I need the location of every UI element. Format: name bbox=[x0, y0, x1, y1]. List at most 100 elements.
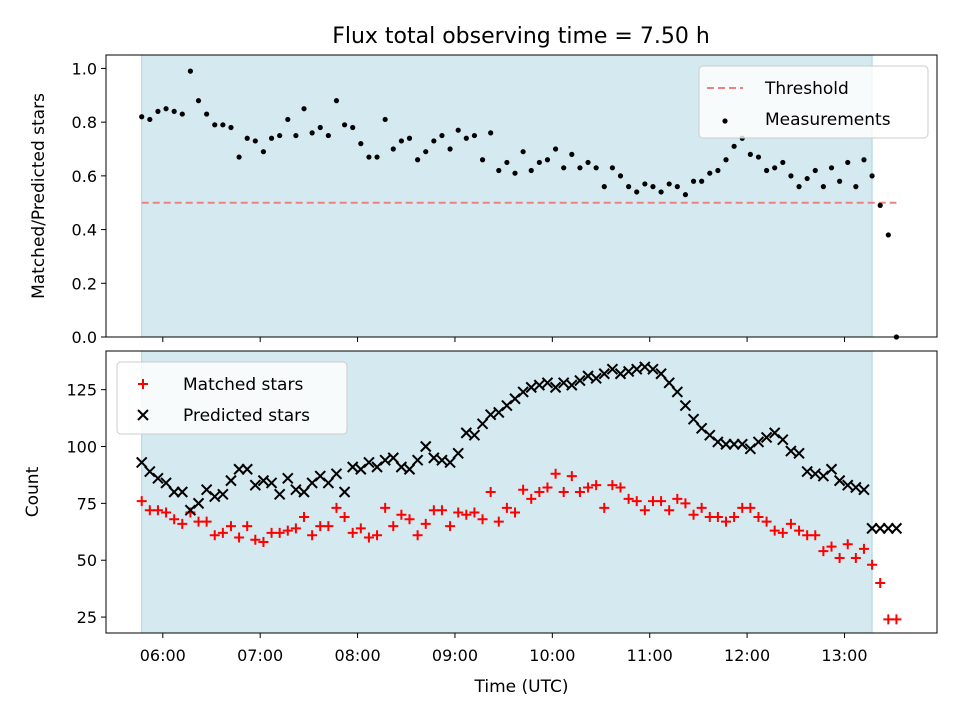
measurement-point bbox=[325, 132, 331, 139]
predicted-star-point bbox=[890, 522, 903, 535]
predicted-star-point bbox=[687, 413, 700, 425]
matched-star-point bbox=[891, 614, 902, 625]
x-tick-label: 06:00 bbox=[140, 646, 186, 665]
predicted-star-point bbox=[403, 463, 416, 475]
measurement-point bbox=[690, 178, 697, 184]
measurement-point bbox=[471, 132, 478, 139]
predicted-star-point bbox=[192, 497, 205, 510]
bottom-y-axis: 25 50 75 100 125 bbox=[66, 381, 106, 627]
measurement-point bbox=[845, 159, 851, 166]
predicted-stars-series bbox=[135, 361, 903, 535]
matched-star-point bbox=[696, 502, 707, 513]
measurement-point bbox=[488, 130, 494, 136]
predicted-star-point bbox=[549, 381, 562, 394]
legend-matched-swatch bbox=[138, 379, 148, 389]
predicted-star-point bbox=[671, 386, 684, 398]
matched-star-point bbox=[656, 496, 667, 507]
predicted-star-point bbox=[858, 484, 870, 496]
legend-predicted-swatch bbox=[137, 409, 149, 421]
bottom-y-tick-label: 25 bbox=[77, 608, 97, 627]
measurement-point bbox=[163, 106, 169, 112]
measurement-point bbox=[634, 189, 640, 195]
top-y-tick-label: 0.0 bbox=[72, 328, 97, 347]
measurement-point bbox=[512, 170, 518, 176]
matched-star-point bbox=[777, 527, 788, 538]
measurement-point bbox=[285, 116, 291, 123]
measurement-point bbox=[731, 143, 737, 149]
measurement-point bbox=[496, 167, 502, 174]
predicted-star-point bbox=[233, 463, 245, 475]
measurement-point bbox=[885, 232, 891, 238]
x-tick-label: 12:00 bbox=[724, 646, 770, 665]
measurement-point bbox=[187, 68, 193, 74]
measurement-point bbox=[244, 135, 250, 141]
matched-star-point bbox=[558, 487, 569, 497]
measurement-point bbox=[544, 157, 551, 163]
matched-star-point bbox=[721, 516, 732, 527]
matched-star-point bbox=[550, 468, 561, 479]
predicted-star-point bbox=[249, 479, 262, 491]
matched-stars-series bbox=[136, 468, 902, 625]
predicted-star-point bbox=[728, 438, 740, 450]
matched-star-point bbox=[810, 530, 821, 541]
matched-star-point bbox=[639, 505, 650, 516]
predicted-star-point bbox=[168, 486, 180, 498]
matched-star-point bbox=[534, 487, 545, 497]
measurement-point bbox=[277, 132, 283, 139]
measurement-point bbox=[260, 149, 267, 155]
measurement-point bbox=[666, 181, 672, 187]
predicted-star-point bbox=[322, 477, 335, 489]
x-tick-label: 07:00 bbox=[237, 646, 283, 665]
predicted-star-point bbox=[736, 438, 748, 450]
measurement-point bbox=[439, 132, 445, 139]
matched-star-point bbox=[177, 518, 188, 529]
measurement-point bbox=[350, 124, 356, 131]
x-tick-label: 09:00 bbox=[432, 646, 478, 665]
matched-star-point bbox=[209, 530, 220, 541]
predicted-star-point bbox=[825, 463, 838, 475]
matched-star-point bbox=[761, 516, 772, 527]
measurement-point bbox=[228, 124, 234, 131]
predicted-star-point bbox=[452, 447, 464, 460]
measurement-point bbox=[617, 173, 624, 179]
matched-star-point bbox=[785, 518, 796, 529]
measurement-point bbox=[715, 167, 721, 174]
matched-star-point bbox=[225, 521, 236, 532]
measurement-point bbox=[650, 184, 656, 190]
predicted-star-point bbox=[152, 472, 164, 485]
measurement-point bbox=[341, 122, 348, 128]
measurement-point bbox=[658, 189, 664, 195]
measurement-point bbox=[723, 157, 729, 163]
measurement-point bbox=[455, 127, 461, 133]
measurement-point bbox=[309, 130, 315, 136]
measurement-point bbox=[204, 111, 210, 117]
matched-star-point bbox=[842, 539, 853, 550]
matched-star-point bbox=[834, 552, 845, 563]
measurement-point bbox=[780, 159, 786, 166]
bottom-y-tick-label: 50 bbox=[77, 551, 97, 570]
x-tick-label: 11:00 bbox=[627, 646, 673, 665]
predicted-star-point bbox=[533, 379, 546, 391]
predicted-star-point bbox=[850, 481, 862, 494]
predicted-star-point bbox=[135, 456, 148, 469]
top-panel: 0.0 0.2 0.4 0.6 0.8 1.0 Matched/Predicted sta… bbox=[29, 54, 938, 347]
matched-star-point bbox=[380, 502, 391, 513]
measurement-point bbox=[585, 159, 591, 166]
predicted-star-point bbox=[273, 488, 286, 500]
predicted-star-point bbox=[614, 368, 627, 380]
matched-star-point bbox=[769, 525, 780, 536]
matched-star-point bbox=[631, 496, 642, 507]
top-y-axis-label: Matched/Predicted stars bbox=[29, 93, 49, 299]
measurement-point bbox=[195, 98, 202, 104]
measurement-point bbox=[528, 167, 534, 174]
matched-star-point bbox=[461, 509, 472, 520]
matched-star-point bbox=[688, 509, 699, 520]
predicted-star-point bbox=[631, 363, 643, 375]
matched-star-point bbox=[542, 482, 553, 493]
predicted-star-point bbox=[842, 479, 854, 491]
matched-star-point bbox=[250, 534, 261, 545]
matched-star-point bbox=[412, 530, 423, 541]
predicted-star-point bbox=[411, 454, 424, 466]
bottom-plot-frame bbox=[105, 350, 938, 634]
measurement-point bbox=[609, 165, 615, 171]
